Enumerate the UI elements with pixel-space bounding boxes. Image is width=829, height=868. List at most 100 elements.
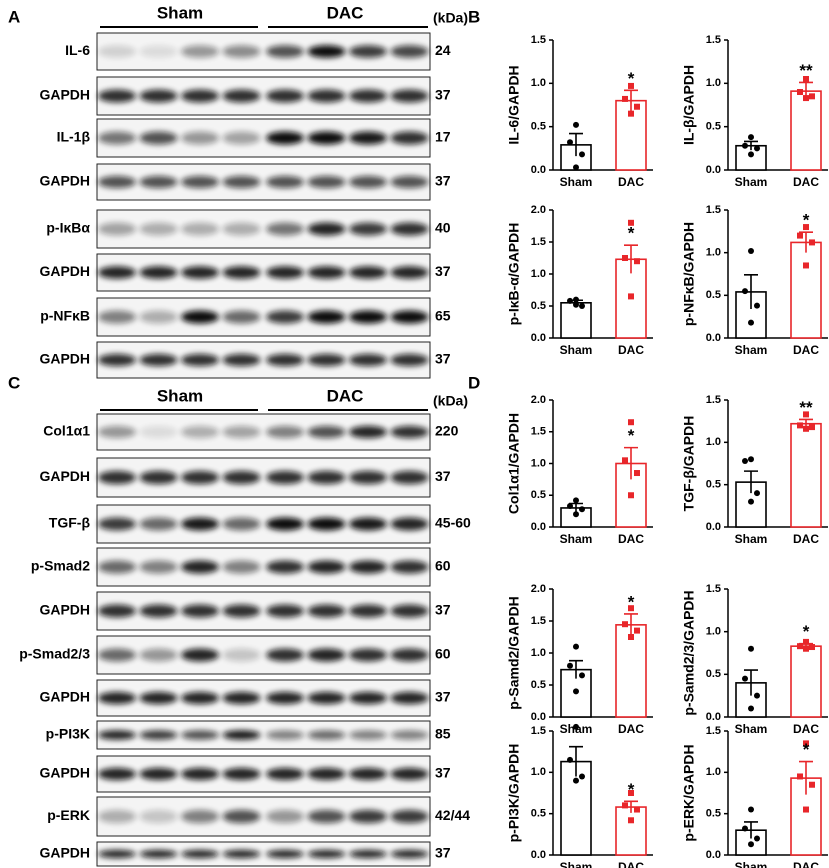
data-point <box>748 319 754 326</box>
error-bar <box>569 132 583 157</box>
blot-band <box>390 517 429 531</box>
blot-band <box>98 89 136 103</box>
data-point <box>628 419 634 426</box>
bar <box>790 241 822 339</box>
blot-band <box>139 425 178 439</box>
blot-band <box>349 691 387 705</box>
data-point <box>628 605 634 612</box>
data-point <box>742 825 748 832</box>
blot-kda: 40 <box>435 220 451 236</box>
significance: * <box>628 224 635 243</box>
blot-band <box>266 222 304 236</box>
data-point <box>628 634 634 640</box>
blot-band <box>139 517 178 531</box>
blot-band <box>181 517 219 531</box>
y-tick-label: 1.0 <box>531 457 546 469</box>
y-axis-label: p-Samd2/GAPDH <box>506 596 522 710</box>
y-tick-label: 1.0 <box>531 766 546 778</box>
blot-band <box>98 470 136 485</box>
blot-band <box>266 89 304 103</box>
y-axis-label: p-Samd2/3/GAPDH <box>681 590 697 715</box>
blot-band <box>139 131 178 145</box>
blot-band <box>266 560 304 574</box>
data-point <box>628 492 634 499</box>
significance: * <box>628 780 635 799</box>
blot-band <box>266 604 304 618</box>
blot-kda: 37 <box>435 87 451 103</box>
blot-band <box>307 131 346 145</box>
y-axis-label: p-PI3K/GAPDH <box>506 744 522 843</box>
unit-label: (kDa) <box>433 393 468 409</box>
group-label: Sham <box>157 3 203 22</box>
data-point <box>809 93 815 100</box>
data-point <box>573 164 579 171</box>
data-point <box>579 773 585 780</box>
y-tick-label: 0.0 <box>706 849 721 861</box>
blot-row-label: p-Smad2 <box>31 558 90 574</box>
x-tick-label: DAC <box>618 532 644 546</box>
data-point <box>573 511 579 518</box>
blot-band <box>349 310 387 324</box>
blot-band <box>349 175 387 189</box>
blot-band <box>181 266 219 279</box>
blot-band <box>349 809 387 824</box>
blot-kda: 37 <box>435 845 451 861</box>
y-tick-label: 0.5 <box>706 479 721 491</box>
blot-row-label: GAPDH <box>39 468 90 484</box>
y-tick-label: 0.5 <box>706 289 721 301</box>
blot-kda: 60 <box>435 646 451 662</box>
blot-kda: 24 <box>435 42 451 58</box>
data-point <box>797 89 803 95</box>
data-point <box>748 456 754 463</box>
y-tick-label: 1.0 <box>706 436 721 448</box>
data-point <box>628 790 634 796</box>
blot-band <box>98 222 136 236</box>
blot-band <box>98 691 136 705</box>
data-point <box>797 232 803 239</box>
blot-band <box>222 89 261 103</box>
blot-band <box>307 560 346 574</box>
y-tick-label: 0.5 <box>706 668 721 680</box>
bar <box>735 291 767 339</box>
blot-band <box>307 353 346 367</box>
blot-band <box>349 89 387 103</box>
data-point <box>567 139 573 146</box>
blot-band <box>181 222 219 236</box>
blot-row-label: TGF-β <box>49 515 91 531</box>
x-tick-label: Sham <box>560 175 593 189</box>
y-tick-label: 0.5 <box>531 300 546 312</box>
data-point <box>803 95 809 102</box>
data-point <box>803 740 809 747</box>
data-point <box>754 692 760 699</box>
blot-band <box>307 517 346 531</box>
blot-band <box>307 691 346 705</box>
data-point <box>809 239 815 246</box>
blot-band <box>98 560 136 574</box>
data-point <box>634 103 640 110</box>
error-bar <box>799 760 813 795</box>
blot-band <box>349 604 387 618</box>
data-point <box>622 95 628 102</box>
bar <box>790 422 822 528</box>
blot-band <box>98 767 136 781</box>
blot-band <box>349 560 387 574</box>
x-tick-label: Sham <box>735 175 768 189</box>
y-tick-label: 2.0 <box>531 394 546 406</box>
blot-band <box>181 175 219 189</box>
y-tick-label: 0.0 <box>531 849 546 861</box>
blot-row-label: GAPDH <box>39 689 90 705</box>
blot-band <box>181 604 219 618</box>
blot-band <box>222 730 261 740</box>
bar <box>790 90 822 171</box>
y-tick-label: 1.0 <box>706 77 721 89</box>
blot-row-label: p-PI3K <box>46 726 90 742</box>
data-point <box>803 425 809 432</box>
data-point <box>803 76 809 82</box>
data-point <box>754 302 760 309</box>
blot-kda: 37 <box>435 263 451 279</box>
data-point <box>573 121 579 128</box>
blot-band <box>139 604 178 618</box>
blot-band <box>390 691 429 705</box>
bar <box>790 645 822 718</box>
